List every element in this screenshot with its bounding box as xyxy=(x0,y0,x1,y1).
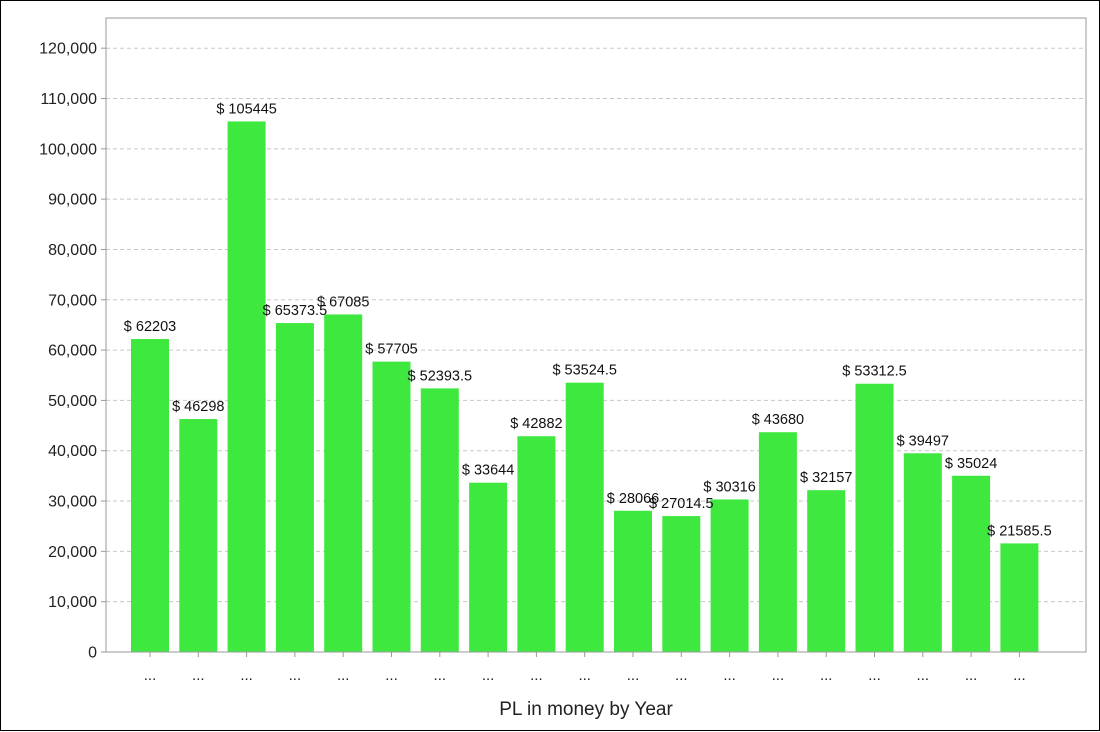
data-label: $ 30316 xyxy=(703,479,755,495)
bars xyxy=(131,121,1039,652)
x-tick-label: ... xyxy=(917,667,930,684)
data-label: $ 28066 xyxy=(607,491,659,507)
x-tick-label: ... xyxy=(820,667,833,684)
bar xyxy=(469,482,508,652)
data-label: $ 33644 xyxy=(462,463,514,479)
data-label: $ 57705 xyxy=(365,342,417,358)
x-tick-label: ... xyxy=(578,667,591,684)
data-labels: $ 62203 $ 46298 $ 105445 $ 65373.5$ 67085 $ … xyxy=(124,101,1052,539)
y-tick-label: 70,000 xyxy=(48,292,97,309)
bar xyxy=(903,453,942,652)
x-tick-label: ... xyxy=(723,667,736,684)
bar xyxy=(324,314,363,652)
data-label: $ 105445 xyxy=(216,101,276,117)
y-tick-label: 30,000 xyxy=(48,494,97,511)
bar xyxy=(517,436,556,652)
x-tick-label: ... xyxy=(144,667,157,684)
bar xyxy=(614,510,652,652)
data-label: $ 46298 xyxy=(172,399,224,415)
y-tick-label: 80,000 xyxy=(48,242,97,259)
data-label: $ 43680 xyxy=(752,412,804,428)
bar xyxy=(807,490,846,652)
x-tick-label: ... xyxy=(627,667,640,684)
x-tick-label: ... xyxy=(675,667,688,684)
data-label: $ 27014.5 xyxy=(649,496,714,512)
data-label: $ 52393.5 xyxy=(408,368,473,384)
bar xyxy=(662,516,701,652)
bar xyxy=(710,499,749,652)
data-label: $ 39497 xyxy=(897,433,949,449)
data-label: $ 67085 xyxy=(317,294,369,310)
x-tick-label: ... xyxy=(530,667,543,684)
x-tick-label: ... xyxy=(434,667,447,684)
bar xyxy=(1000,543,1039,652)
x-tick-label: ... xyxy=(289,667,302,684)
x-tick-label: ... xyxy=(772,667,785,684)
data-label: $ 32157 xyxy=(800,470,852,486)
bar xyxy=(855,383,894,652)
y-tick-label: 110,000 xyxy=(40,91,97,108)
x-tick-label: ... xyxy=(482,667,495,684)
x-axis-title: PL in money by Year xyxy=(499,699,673,720)
x-tick-label: ... xyxy=(192,667,205,684)
data-label: $ 65373.5 xyxy=(263,303,328,319)
x-tick-label: ... xyxy=(240,667,253,684)
bar xyxy=(952,475,991,652)
y-tick-label: 20,000 xyxy=(48,544,97,561)
data-label: $ 53524.5 xyxy=(552,363,617,379)
y-tick-label: 10,000 xyxy=(48,594,97,611)
data-label: $ 53312.5 xyxy=(842,364,907,380)
y-tick-label: 60,000 xyxy=(48,343,97,360)
y-tick-label: 0 xyxy=(88,645,97,662)
x-axis: ........................................… xyxy=(106,651,1086,684)
y-tick-label: 90,000 xyxy=(48,192,97,209)
y-tick-label: 100,000 xyxy=(39,141,97,158)
x-tick-label: ... xyxy=(385,667,398,684)
bar xyxy=(420,388,459,652)
plot-area-border xyxy=(105,17,1087,653)
x-tick-label: ... xyxy=(1013,667,1026,684)
bar xyxy=(275,323,314,652)
y-tick-label: 120,000 xyxy=(39,41,97,58)
data-label: $ 62203 xyxy=(124,319,176,335)
y-tick-label: 50,000 xyxy=(48,393,97,410)
bar xyxy=(227,121,266,652)
bar xyxy=(131,339,169,652)
x-tick-label: ... xyxy=(965,667,978,684)
x-tick-label: ... xyxy=(337,667,350,684)
data-label: $ 42882 xyxy=(510,416,562,432)
y-axis: 0 10,000 20,000 30,000 40,000 50,000 60,000 70,… xyxy=(39,41,106,662)
y-tick-label: 40,000 xyxy=(48,443,97,460)
bar xyxy=(179,419,218,652)
bar xyxy=(372,361,411,652)
data-label: $ 21585.5 xyxy=(987,523,1052,539)
bar xyxy=(565,382,604,652)
data-label: $ 35024 xyxy=(945,456,997,472)
x-tick-label: ... xyxy=(868,667,881,684)
bar xyxy=(758,432,797,652)
